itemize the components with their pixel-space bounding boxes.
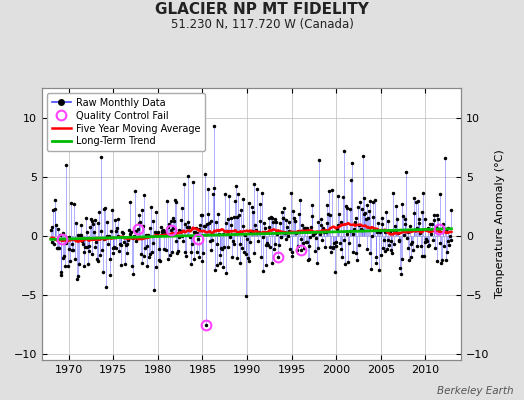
Text: Berkeley Earth: Berkeley Earth bbox=[437, 386, 514, 396]
Y-axis label: Temperature Anomaly (°C): Temperature Anomaly (°C) bbox=[495, 150, 505, 298]
Text: 51.230 N, 117.720 W (Canada): 51.230 N, 117.720 W (Canada) bbox=[171, 18, 353, 31]
Legend: Raw Monthly Data, Quality Control Fail, Five Year Moving Average, Long-Term Tren: Raw Monthly Data, Quality Control Fail, … bbox=[47, 93, 205, 151]
Text: GLACIER NP MT FIDELITY: GLACIER NP MT FIDELITY bbox=[155, 2, 369, 17]
